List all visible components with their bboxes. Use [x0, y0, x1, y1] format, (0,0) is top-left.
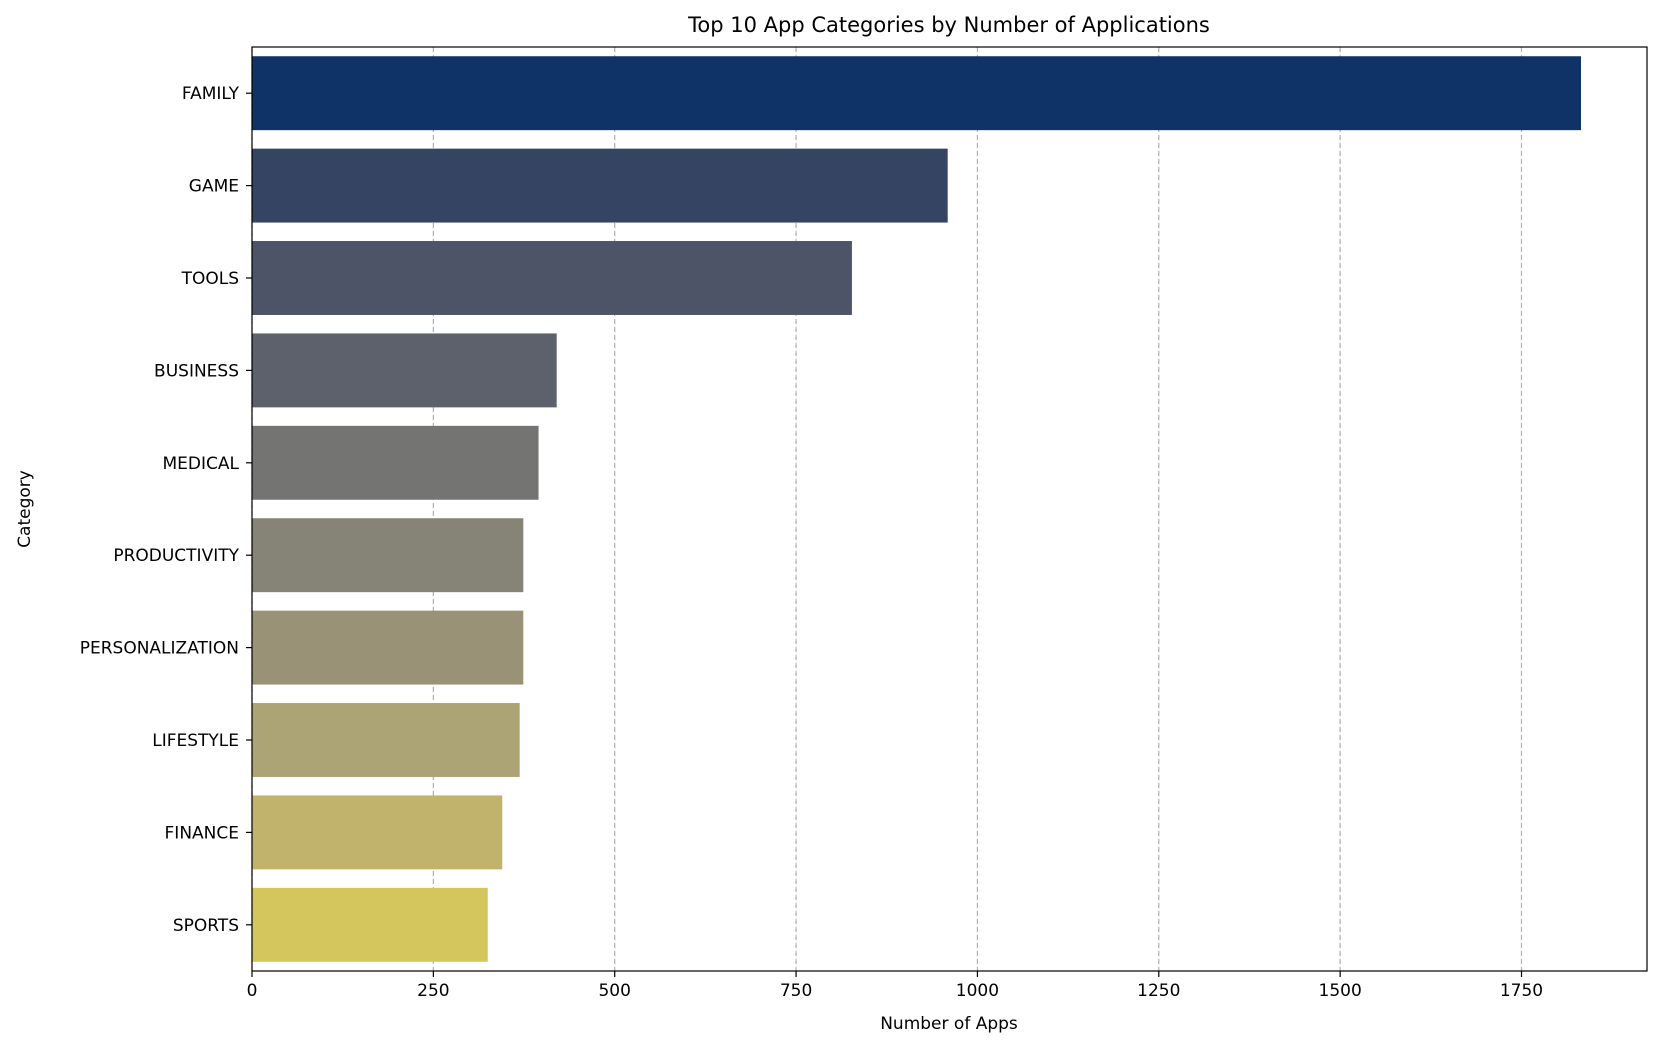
plot-frame: [251, 46, 1648, 972]
x-axis-label: Number of Apps: [880, 1014, 1018, 1034]
bar-productivity: [252, 518, 524, 593]
bar-medical: [252, 425, 539, 500]
bar-sports: [252, 887, 488, 962]
y-tick-label: GAME: [189, 177, 239, 197]
y-tick-label: BUSINESS: [154, 361, 239, 381]
bars: [252, 56, 1581, 962]
y-tick-label: MEDICAL: [163, 454, 240, 474]
y-tick-label: FINANCE: [165, 823, 239, 843]
y-tick-label: SPORTS: [173, 916, 239, 936]
bar-personalization: [252, 610, 524, 685]
y-tick-label: TOOLS: [181, 269, 239, 289]
x-tick-label: 1000: [956, 981, 999, 1001]
bar-game: [252, 148, 948, 223]
x-tick-label: 0: [247, 981, 258, 1001]
x-axis-ticks: 0 250 500 750 1000 1250 1500 1750: [247, 971, 1543, 1001]
y-tick-label: LIFESTYLE: [152, 731, 239, 751]
x-tick-label: 250: [417, 981, 449, 1001]
x-tick-label: 1500: [1319, 981, 1362, 1001]
bar-finance: [252, 795, 503, 870]
bar-family: [252, 56, 1581, 131]
bar-tools: [252, 241, 852, 315]
x-tick-label: 1750: [1500, 981, 1543, 1001]
y-tick-label: PRODUCTIVITY: [113, 546, 239, 566]
x-tick-label: 1250: [1137, 981, 1180, 1001]
y-tick-label: FAMILY: [182, 84, 240, 104]
bar-business: [252, 333, 557, 408]
y-tick-label: PERSONALIZATION: [80, 639, 239, 659]
x-tick-label: 500: [598, 981, 630, 1001]
x-tick-label: 750: [780, 981, 812, 1001]
chart-title: Top 10 App Categories by Number of Appli…: [687, 13, 1210, 37]
bar-lifestyle: [252, 703, 520, 777]
y-axis-label: Category: [15, 470, 35, 548]
y-axis-ticks: FAMILY GAME TOOLS BUSINESS MEDICAL PRODUCTIVI…: [80, 84, 252, 936]
